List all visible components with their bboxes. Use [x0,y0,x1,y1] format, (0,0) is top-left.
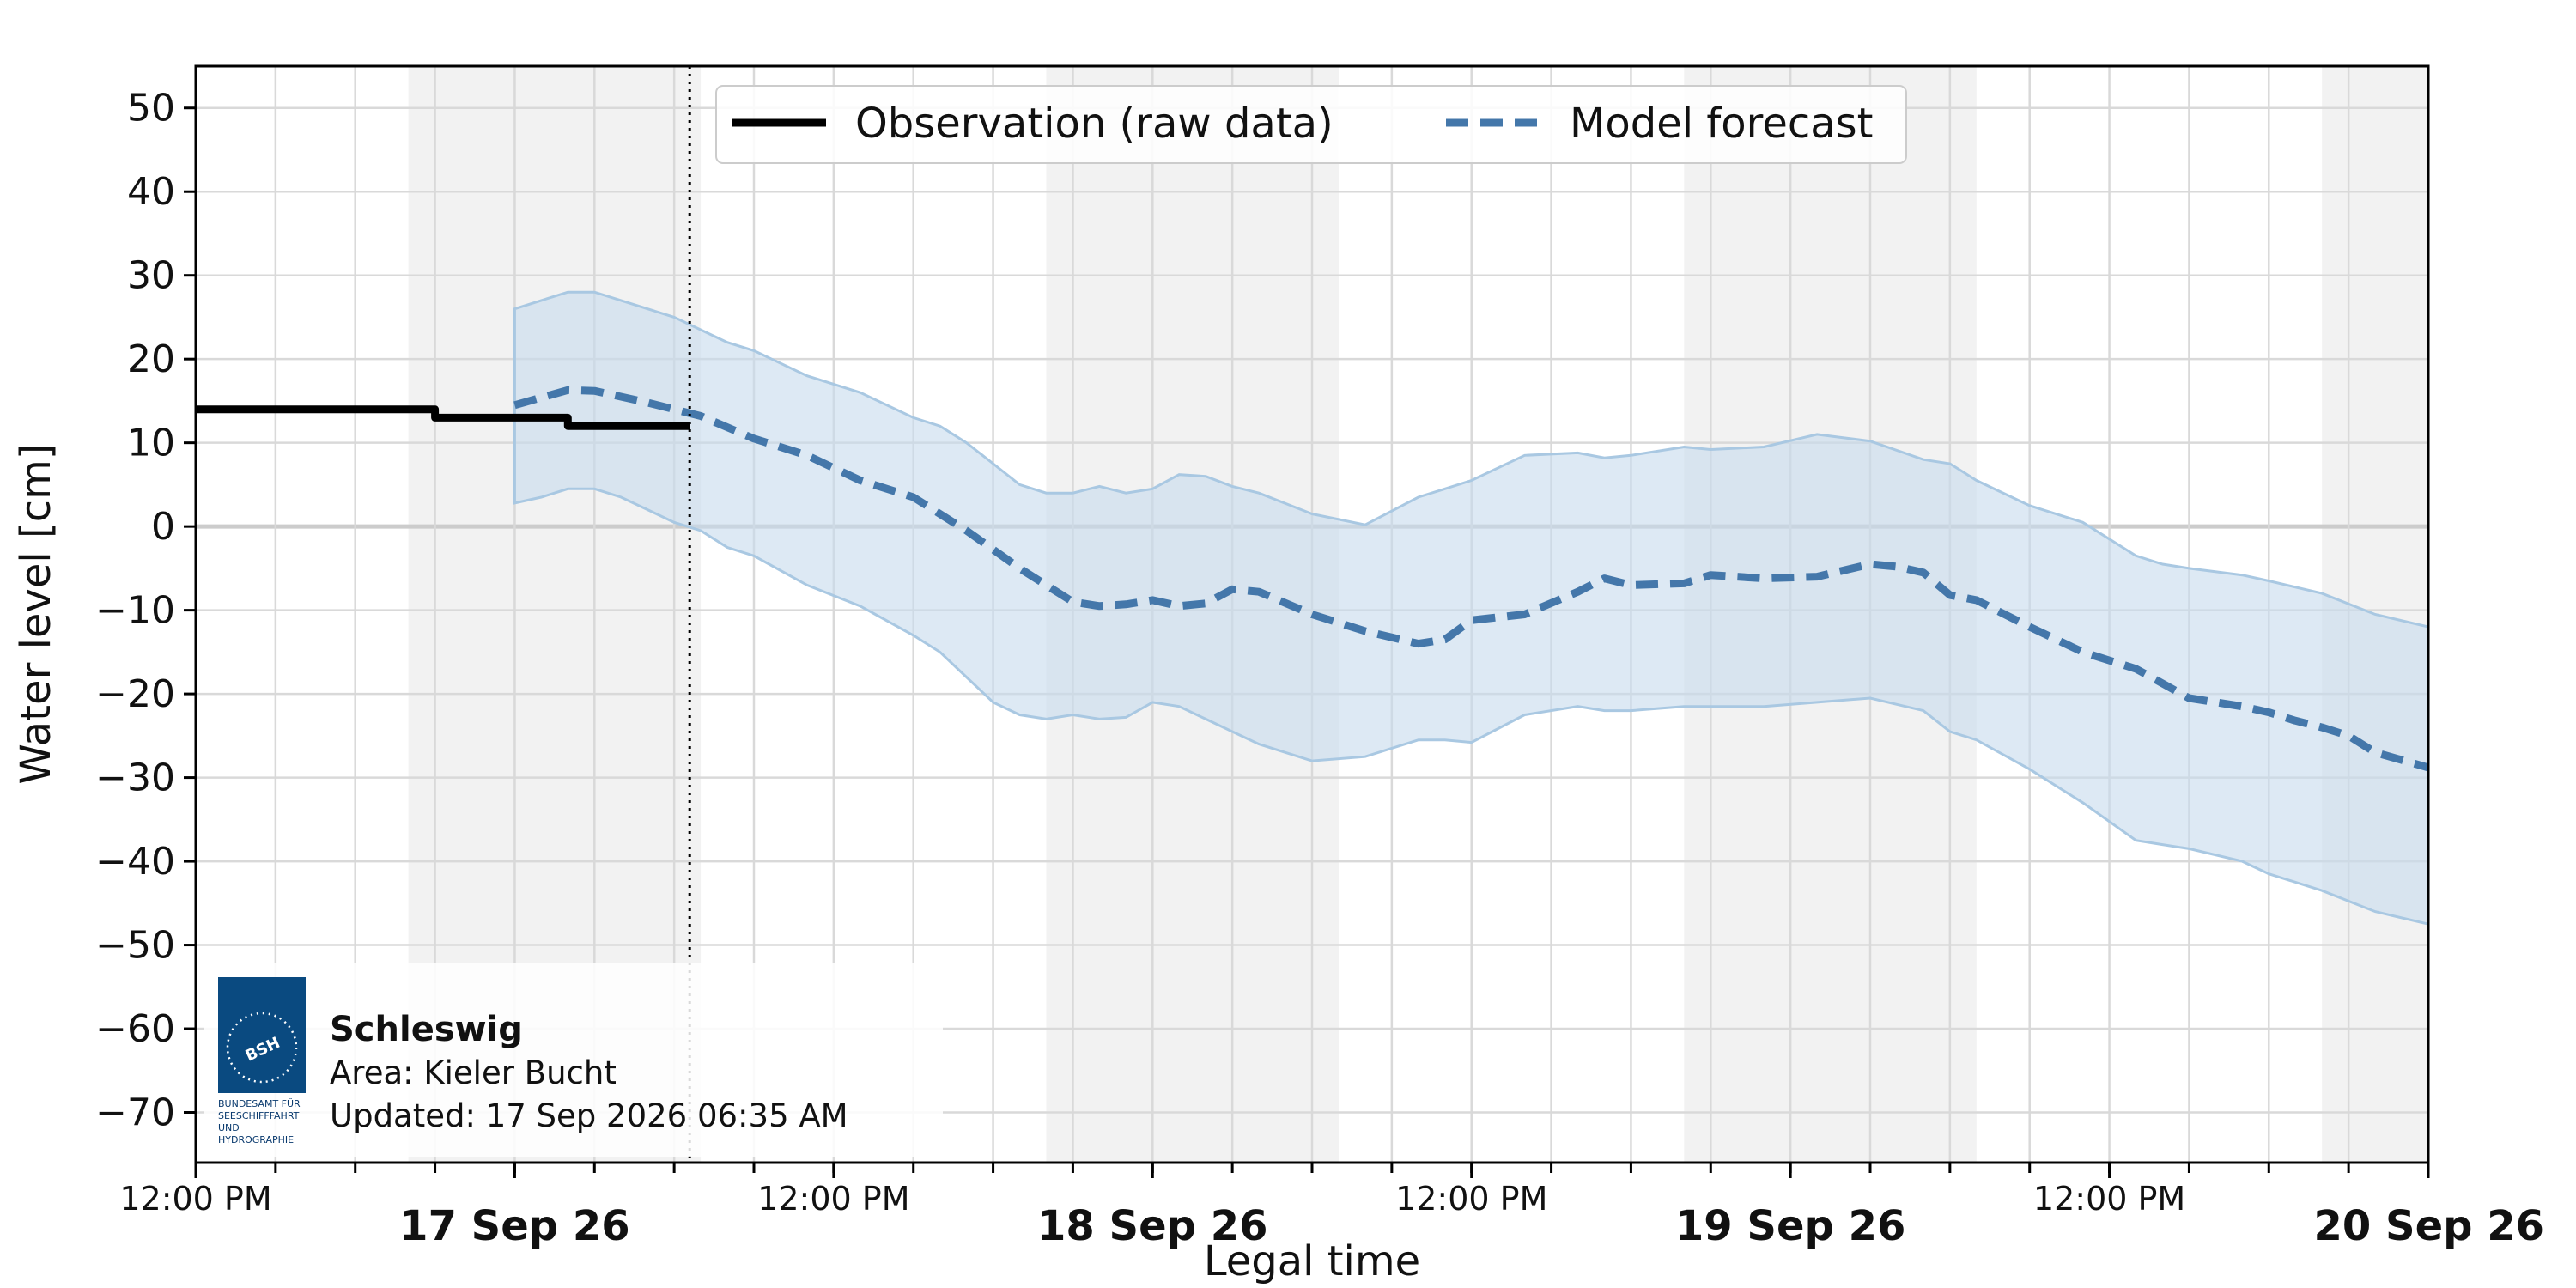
y-tick-label: −20 [95,672,175,716]
bsh-logo-block [218,977,306,1093]
x-tick-label: 12:00 PM [119,1180,271,1218]
y-axis-title: Water level [cm] [12,443,60,784]
y-tick-label: 40 [127,170,175,214]
legend-box [715,85,1907,164]
y-tick-label: −50 [95,924,175,968]
observation-line [196,405,690,430]
y-tick-label: 0 [151,505,175,549]
series-lines [196,386,2428,772]
bsh-logo-caption-3: UND [218,1122,240,1133]
y-tick-label: −40 [95,840,175,884]
x-axis: 12:00 PM 17 Sep 26 12:00 PM 18 Sep 26 12:00 … [119,1163,2544,1250]
y-tick-label: 10 [127,422,175,465]
x-tick-label: 18 Sep 26 [1037,1202,1268,1250]
legend-forecast-label: Model forecast [1570,100,1873,148]
y-tick-label: −60 [95,1007,175,1051]
y-tick-label: 30 [127,254,175,298]
bsh-logo-caption-4: HYDROGRAPHIE [218,1134,294,1145]
bsh-logo: BSH BUNDESAMT FÜR SEESCHIFFFAHRT UND HYD… [218,977,306,1145]
legend-observation-label: Observation (raw data) [855,100,1334,148]
info-box [204,963,943,1157]
legend: Observation (raw data) Model forecast [715,85,1907,164]
bsh-logo-caption-1: BUNDESAMT FÜR [218,1098,301,1109]
forecast-line [513,386,2428,772]
x-tick-label: 12:00 PM [2033,1180,2185,1218]
y-tick-label: 50 [127,87,175,131]
x-tick-label: 12:00 PM [757,1180,909,1218]
x-tick-label: 12:00 PM [1395,1180,1547,1218]
y-tick-label: 20 [127,337,175,381]
x-tick-label: 17 Sep 26 [399,1202,630,1250]
updated-timestamp: Updated: 17 Sep 2026 06:35 AM [330,1097,848,1134]
y-axis: 50 40 30 20 10 0 −10 −20 −30 −40 −50 −60 −70 [95,87,196,1135]
y-tick-label: −30 [95,756,175,800]
x-tick-label: 19 Sep 26 [1675,1202,1906,1250]
forecast-uncertainty-band [513,290,2428,926]
y-tick-label: −10 [95,589,175,633]
station-info: BSH BUNDESAMT FÜR SEESCHIFFFAHRT UND HYD… [204,963,943,1157]
x-axis-title: Legal time [1204,1237,1420,1285]
bsh-logo-caption-2: SEESCHIFFFAHRT [218,1110,300,1121]
station-area: Area: Kieler Bucht [330,1054,617,1091]
plot-area [196,66,2428,1163]
bsh-logo-ring [226,1012,298,1084]
station-name: Schleswig [330,1010,523,1049]
y-tick-label: −70 [95,1091,175,1135]
uncertainty-band [513,290,2428,926]
x-tick-label: 20 Sep 26 [2314,1202,2545,1250]
